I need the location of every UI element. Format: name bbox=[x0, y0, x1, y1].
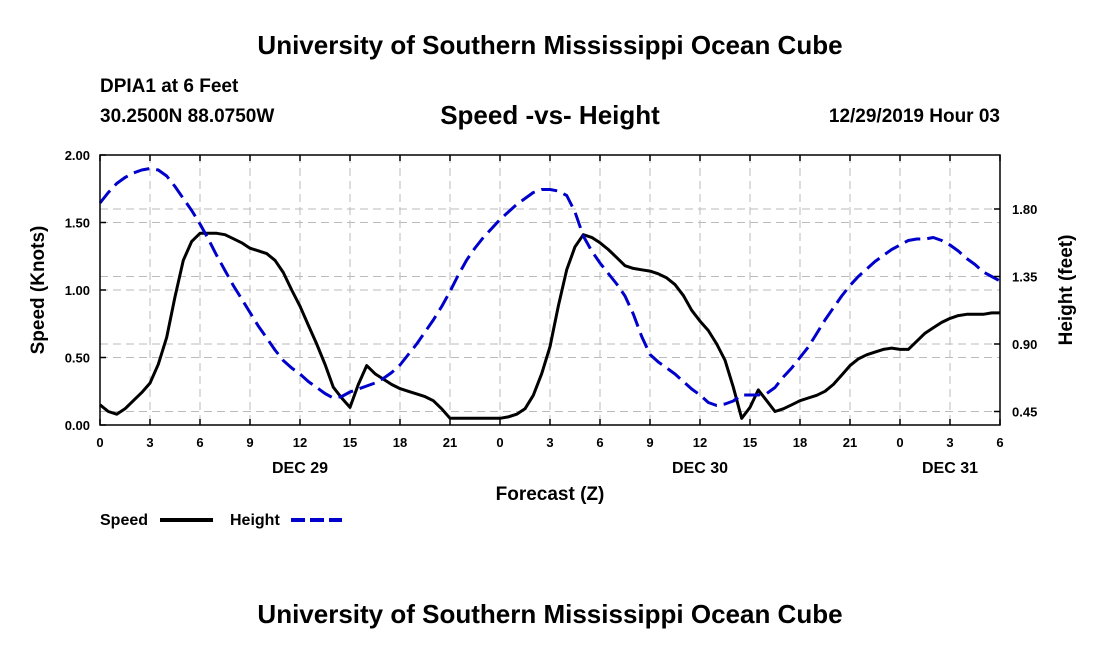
x-tick-label: 21 bbox=[443, 435, 457, 450]
x-tick-label: 6 bbox=[596, 435, 603, 450]
x-tick-label: 15 bbox=[743, 435, 757, 450]
y-tick-label: 2.00 bbox=[65, 148, 90, 163]
x-tick-label: 6 bbox=[196, 435, 203, 450]
x-tick-label: 21 bbox=[843, 435, 857, 450]
x-tick-label: 0 bbox=[96, 435, 103, 450]
forecast-datetime: 12/29/2019 Hour 03 bbox=[828, 106, 1000, 127]
grid bbox=[100, 155, 1000, 425]
x-tick-label: 9 bbox=[246, 435, 253, 450]
y-tick-label: 1.50 bbox=[65, 216, 90, 231]
footer-title: University of Southern Mississippi Ocean… bbox=[257, 599, 843, 629]
x-tick-label: 12 bbox=[293, 435, 307, 450]
x-tick-label: 12 bbox=[693, 435, 707, 450]
series-group bbox=[98, 167, 1001, 420]
y2-axis-label: Height (feet) bbox=[1056, 235, 1077, 346]
x-tick-label: 3 bbox=[946, 435, 953, 450]
x-axis-label: Forecast (Z) bbox=[496, 484, 605, 505]
y2-tick-label: 1.80 bbox=[1012, 202, 1037, 217]
x-tick-label: 0 bbox=[496, 435, 503, 450]
y-tick-label: 0.00 bbox=[65, 418, 90, 433]
date-label: DEC 29 bbox=[272, 460, 328, 477]
x-tick-label: 6 bbox=[996, 435, 1003, 450]
y-tick-label: 1.00 bbox=[65, 283, 90, 298]
x-tick-label: 9 bbox=[646, 435, 653, 450]
legend-height-label: Height bbox=[230, 512, 280, 529]
y2-tick-label: 0.45 bbox=[1012, 405, 1037, 420]
x-tick-label: 3 bbox=[546, 435, 553, 450]
station-label: DPIA1 at 6 Feet bbox=[100, 76, 239, 97]
height-series-line bbox=[98, 167, 1001, 407]
page-title: University of Southern Mississippi Ocean… bbox=[257, 30, 843, 60]
axes: 0 3 6 9 12 15 18 21 0 3 6 9 12 15 18 21 0 3 6 0.00 0.50 1.00 1… bbox=[65, 148, 1038, 477]
y2-tick-label: 1.35 bbox=[1012, 270, 1037, 285]
x-tick-label: 0 bbox=[896, 435, 903, 450]
x-tick-label: 3 bbox=[146, 435, 153, 450]
legend-speed-label: Speed bbox=[100, 512, 148, 529]
legend: Speed Height bbox=[100, 512, 342, 529]
chart-title: Speed -vs- Height bbox=[440, 100, 660, 130]
y-tick-label: 0.50 bbox=[65, 351, 90, 366]
y-axis-label: Speed (Knots) bbox=[28, 226, 49, 355]
date-label: DEC 30 bbox=[672, 460, 728, 477]
station-coordinates: 30.2500N 88.0750W bbox=[100, 106, 275, 127]
speed-series-line bbox=[99, 231, 1000, 420]
x-tick-label: 15 bbox=[343, 435, 357, 450]
x-tick-label: 18 bbox=[793, 435, 807, 450]
date-label: DEC 31 bbox=[922, 460, 978, 477]
y2-tick-label: 0.90 bbox=[1012, 337, 1037, 352]
x-tick-label: 18 bbox=[393, 435, 407, 450]
